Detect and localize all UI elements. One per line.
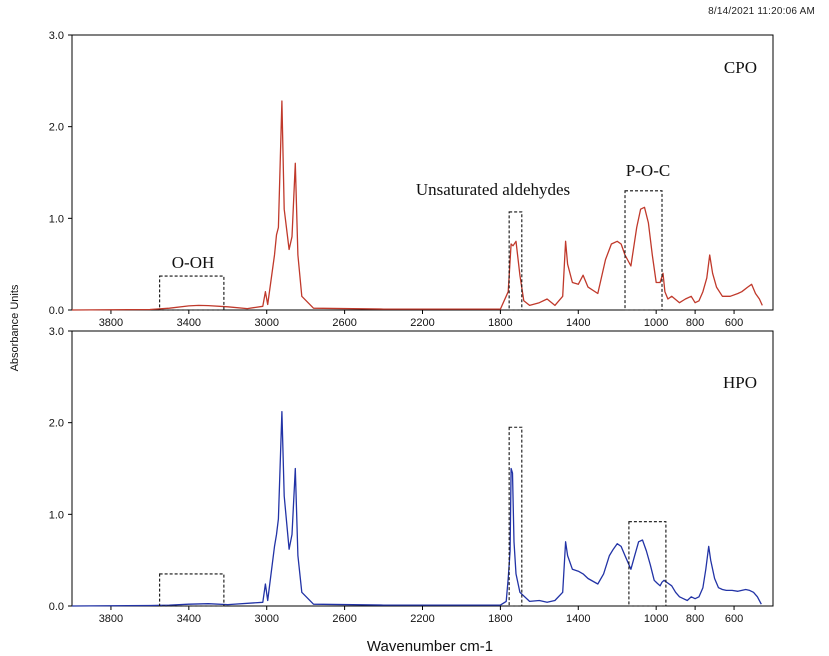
panel-hpo: 0.0 1.0 2.0 3.0 3800 3400 3000 2600 2200 1800 1400… — [49, 326, 774, 625]
annotation-label: Unsaturated aldehydes — [416, 180, 570, 199]
x-tick-label: 800 — [686, 613, 704, 625]
x-tick-label: 800 — [686, 317, 704, 329]
x-tick-label: 1800 — [488, 317, 512, 329]
plot-frame — [71, 330, 774, 607]
y-tick-label: 0.0 — [49, 305, 64, 317]
annotation-label: O-OH — [172, 253, 215, 272]
x-tick-label: 2200 — [410, 317, 434, 329]
y-axis-label: Absorbance Units — [9, 284, 21, 371]
x-tick-label: 2600 — [332, 317, 356, 329]
x-tick-label: 1800 — [488, 613, 512, 625]
annotation-box — [508, 211, 523, 311]
x-tick-label: 1000 — [644, 613, 668, 625]
x-tick-label: 600 — [725, 317, 743, 329]
x-tick-label: 3000 — [254, 613, 278, 625]
annotation-box — [159, 275, 225, 311]
annotation-box — [508, 426, 523, 607]
x-axis-label: Wavenumber cm-1 — [367, 638, 493, 655]
panel-cpo: 0.0 1.0 2.0 3.0 3800 3400 3000 2600 2200 1800 1400… — [49, 30, 774, 329]
panel-label: CPO — [724, 58, 757, 77]
y-tick-label: 3.0 — [49, 326, 64, 338]
y-tick-label: 0.0 — [49, 601, 64, 613]
y-tick-label: 2.0 — [49, 418, 64, 430]
x-tick-label: 1400 — [566, 613, 590, 625]
annotation-box — [624, 190, 663, 311]
x-tick-label: 600 — [725, 613, 743, 625]
annotation-label: P-O-C — [626, 161, 670, 180]
timestamp: 8/14/2021 11:20:06 AM — [708, 6, 815, 17]
x-tick-label: 3800 — [99, 613, 123, 625]
x-tick-label: 3800 — [99, 317, 123, 329]
annotation-box — [159, 573, 225, 607]
y-tick-label: 3.0 — [49, 30, 64, 42]
y-tick-label: 1.0 — [49, 509, 64, 521]
x-tick-label: 3400 — [177, 613, 201, 625]
x-tick-label: 1000 — [644, 317, 668, 329]
series-line-cpo — [71, 100, 763, 311]
y-tick-label: 1.0 — [49, 213, 64, 225]
annotation-box — [628, 521, 667, 607]
y-tick-label: 2.0 — [49, 122, 64, 134]
x-tick-label: 3000 — [254, 317, 278, 329]
x-tick-label: 1400 — [566, 317, 590, 329]
x-tick-label: 2600 — [332, 613, 356, 625]
panel-label: HPO — [723, 373, 757, 392]
series-line-hpo — [71, 411, 762, 607]
x-tick-label: 3400 — [177, 317, 201, 329]
x-tick-label: 2200 — [410, 613, 434, 625]
